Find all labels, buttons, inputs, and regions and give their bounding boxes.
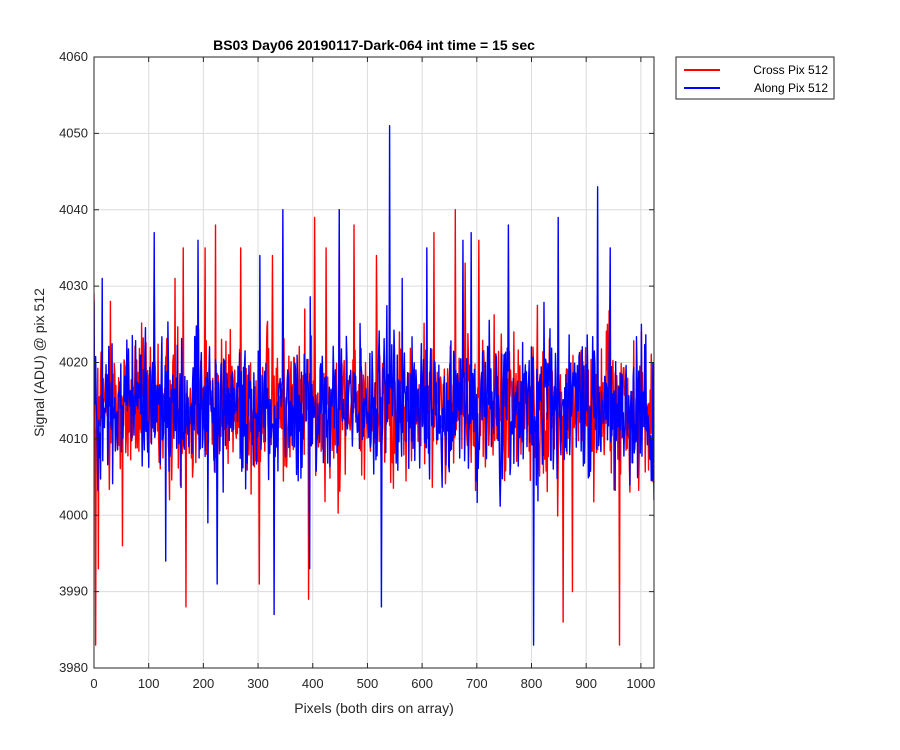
y-tick-label: 4050 (59, 125, 88, 140)
y-tick-label: 3980 (59, 660, 88, 675)
legend-box (675, 56, 835, 100)
series-layer (94, 125, 654, 646)
chart-title: BS03 Day06 20190117-Dark-064 int time = … (213, 37, 535, 53)
y-tick-label: 4060 (59, 49, 88, 64)
y-tick-label: 3990 (59, 584, 88, 599)
x-tick-label: 500 (357, 676, 379, 691)
x-tick-label: 100 (138, 676, 160, 691)
legend-entry-label: Cross Pix 512 (753, 63, 828, 77)
x-tick-label: 800 (521, 676, 543, 691)
y-tick-label: 4040 (59, 202, 88, 217)
x-tick-label: 1000 (626, 676, 655, 691)
x-tick-label: 600 (411, 676, 433, 691)
y-tick-label: 4030 (59, 278, 88, 293)
series-line-along-pix-512 (94, 125, 654, 646)
y-tick-label: 4020 (59, 355, 88, 370)
x-tick-label: 0 (90, 676, 97, 691)
x-tick-label: 300 (247, 676, 269, 691)
x-tick-label: 900 (575, 676, 597, 691)
legend: Cross Pix 512 Along Pix 512 (675, 56, 835, 100)
x-tick-label: 200 (193, 676, 215, 691)
legend-entry-label: Along Pix 512 (754, 81, 828, 95)
axis-ticks: 0 100 200 300 400 500 600 700 800 900 1000 3980 3990… (59, 49, 655, 691)
x-tick-label: 400 (302, 676, 324, 691)
x-tick-label: 700 (466, 676, 488, 691)
y-tick-label: 4010 (59, 431, 88, 446)
y-tick-label: 4000 (59, 507, 88, 522)
x-axis-label: Pixels (both dirs on array) (294, 700, 454, 716)
y-axis-label: Signal (ADU) @ pix 512 (31, 288, 47, 437)
